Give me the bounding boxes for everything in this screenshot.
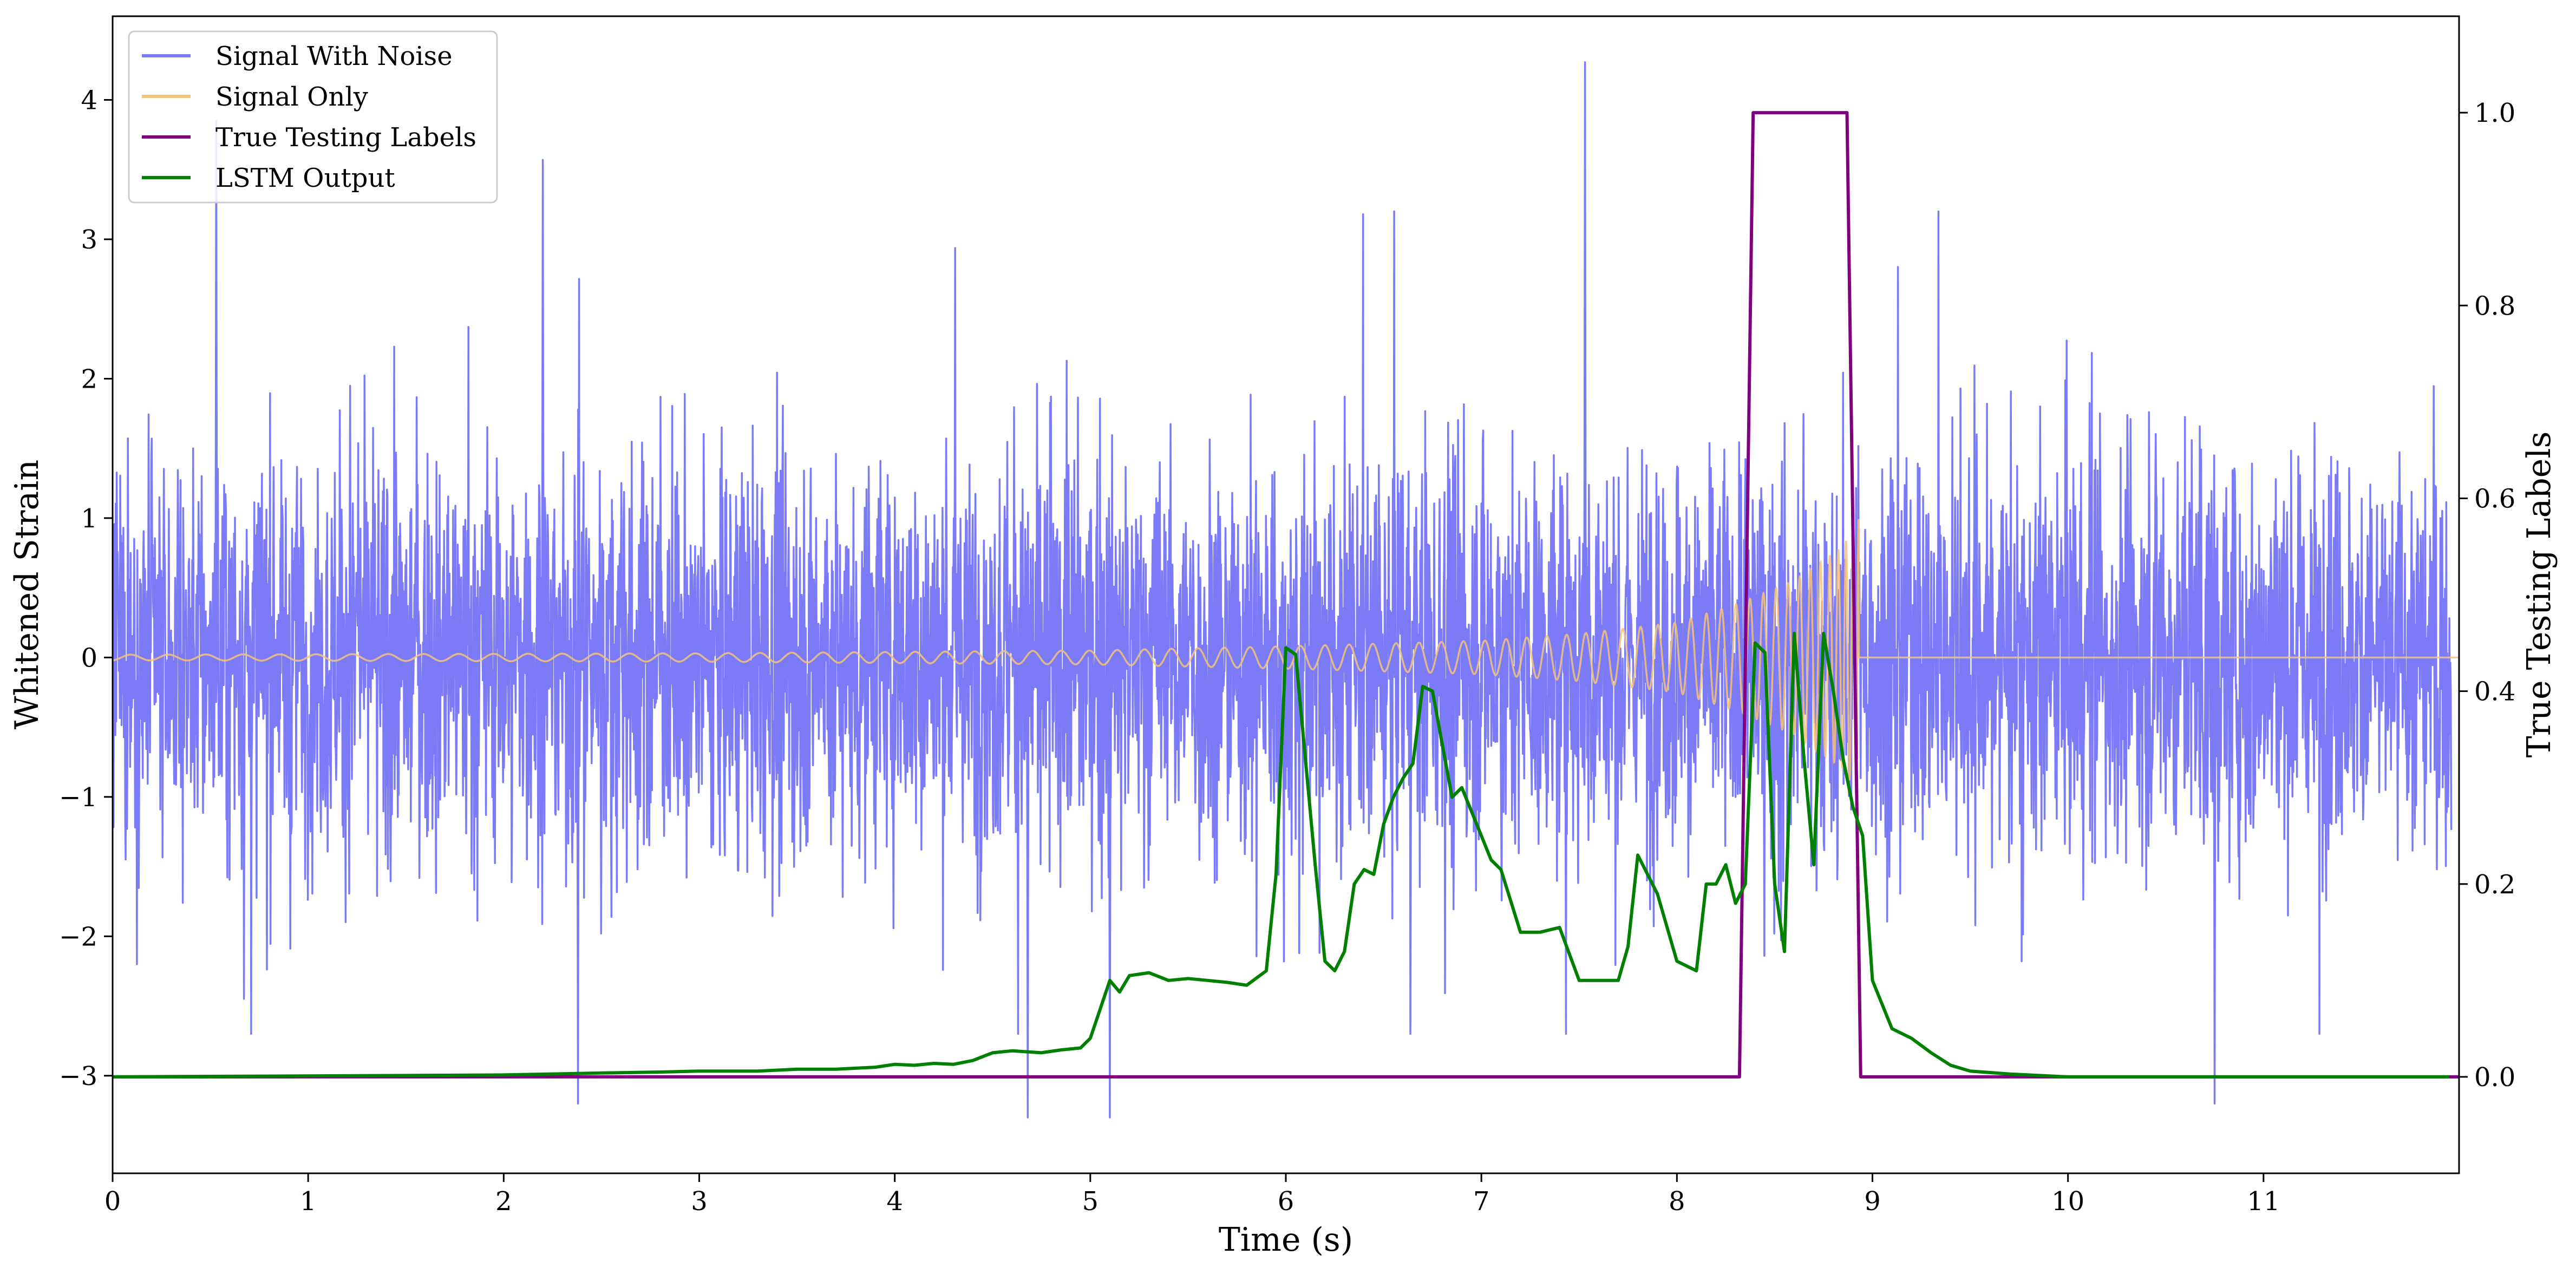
x-tick-label: 0	[104, 1186, 121, 1217]
y2-tick-label: 0.2	[2474, 870, 2515, 900]
y-tick-label: 2	[81, 364, 97, 394]
x-tick-label: 2	[495, 1186, 512, 1217]
y2-tick-label: 0.8	[2474, 291, 2515, 321]
legend-signal-with-noise: Signal With Noise	[215, 41, 453, 71]
legend-box	[128, 30, 498, 204]
legend-signal-only: Signal Only	[215, 82, 368, 112]
x-tick-label: 7	[1473, 1186, 1490, 1217]
y-tick-label: 3	[81, 225, 97, 255]
x-axis-label: Time (s)	[1219, 1221, 1353, 1259]
legend: Signal With Noise Signal Only True Testing…	[128, 30, 498, 204]
y-tick-label: −1	[59, 782, 97, 813]
plot-series	[113, 61, 2459, 1119]
x-tick-label: 3	[691, 1186, 708, 1217]
y2-tick-label: 1.0	[2474, 98, 2515, 128]
y-tick-label: 0	[81, 643, 97, 673]
series-signal-only	[113, 519, 2459, 794]
y2-tick-label: 0.0	[2474, 1062, 2515, 1093]
legend-lstm-output: LSTM Output	[215, 163, 395, 193]
series-true-testing-labels	[113, 111, 2459, 1079]
axes: 0 1 2 3 4 5 6 7 8 9 10 11 −3 −2 −1 0 1 2 3 4 0.0 0.2 0.4 0.6 0.8…	[59, 85, 2515, 1217]
x-tick-label: 11	[2247, 1186, 2280, 1217]
x-tick-label: 9	[1864, 1186, 1881, 1217]
x-tick-label: 6	[1278, 1186, 1294, 1217]
y-tick-label: 1	[81, 504, 97, 534]
x-tick-label: 8	[1669, 1186, 1685, 1217]
x-tick-label: 5	[1082, 1186, 1099, 1217]
y2-axis-label: True Testing Labels	[2520, 432, 2558, 758]
x-tick-label: 1	[300, 1186, 317, 1217]
y-tick-label: 4	[81, 85, 97, 115]
series-lstm-output	[113, 631, 2449, 1079]
x-tick-label: 10	[2051, 1186, 2084, 1217]
y2-tick-label: 0.4	[2474, 677, 2515, 707]
y-axis-label: Whitened Strain	[8, 460, 46, 729]
x-tick-label: 4	[886, 1186, 903, 1217]
y2-tick-label: 0.6	[2474, 484, 2515, 514]
legend-true-testing-labels: True Testing Labels	[215, 122, 476, 153]
y-tick-label: −3	[59, 1061, 97, 1092]
y-tick-label: −2	[59, 922, 97, 952]
